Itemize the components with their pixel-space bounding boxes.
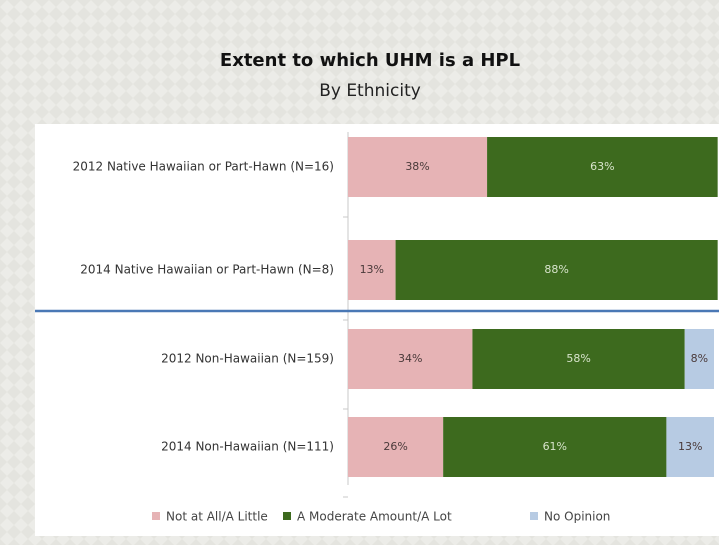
category-label: 2014 Non-Hawaiian (N=111) <box>161 440 334 454</box>
chart-title: Extent to which UHM is a HPL <box>220 50 520 71</box>
data-label: 38% <box>405 160 429 173</box>
data-label: 58% <box>566 352 590 365</box>
legend-swatch <box>152 512 160 520</box>
data-label: 34% <box>398 352 422 365</box>
data-label: 26% <box>383 440 407 453</box>
legend-label: No Opinion <box>544 510 610 524</box>
bar-segment <box>487 137 718 197</box>
legend-label: A Moderate Amount/A Lot <box>297 510 452 524</box>
bar-segment <box>348 329 473 389</box>
legend-swatch <box>283 512 291 520</box>
data-label: 13% <box>678 440 702 453</box>
bar-segment <box>395 240 718 300</box>
bar-segment <box>443 417 667 477</box>
legend-swatch <box>530 512 538 520</box>
bar-segment <box>684 329 714 389</box>
legend-label: Not at All/A Little <box>166 510 268 524</box>
bar-segment <box>348 240 396 300</box>
category-label: 2014 Native Hawaiian or Part-Hawn (N=8) <box>80 263 334 277</box>
category-label: 2012 Native Hawaiian or Part-Hawn (N=16) <box>73 160 334 174</box>
bar-segment <box>348 137 488 197</box>
data-label: 61% <box>543 440 567 453</box>
bar-segment <box>666 417 714 477</box>
bar-segment <box>348 417 444 477</box>
data-label: 63% <box>590 160 614 173</box>
category-label: 2012 Non-Hawaiian (N=159) <box>161 352 334 366</box>
data-label: 8% <box>691 352 708 365</box>
data-label: 13% <box>360 263 384 276</box>
chart-subtitle: By Ethnicity <box>319 81 421 101</box>
bar-segment <box>472 329 685 389</box>
data-label: 88% <box>544 263 568 276</box>
